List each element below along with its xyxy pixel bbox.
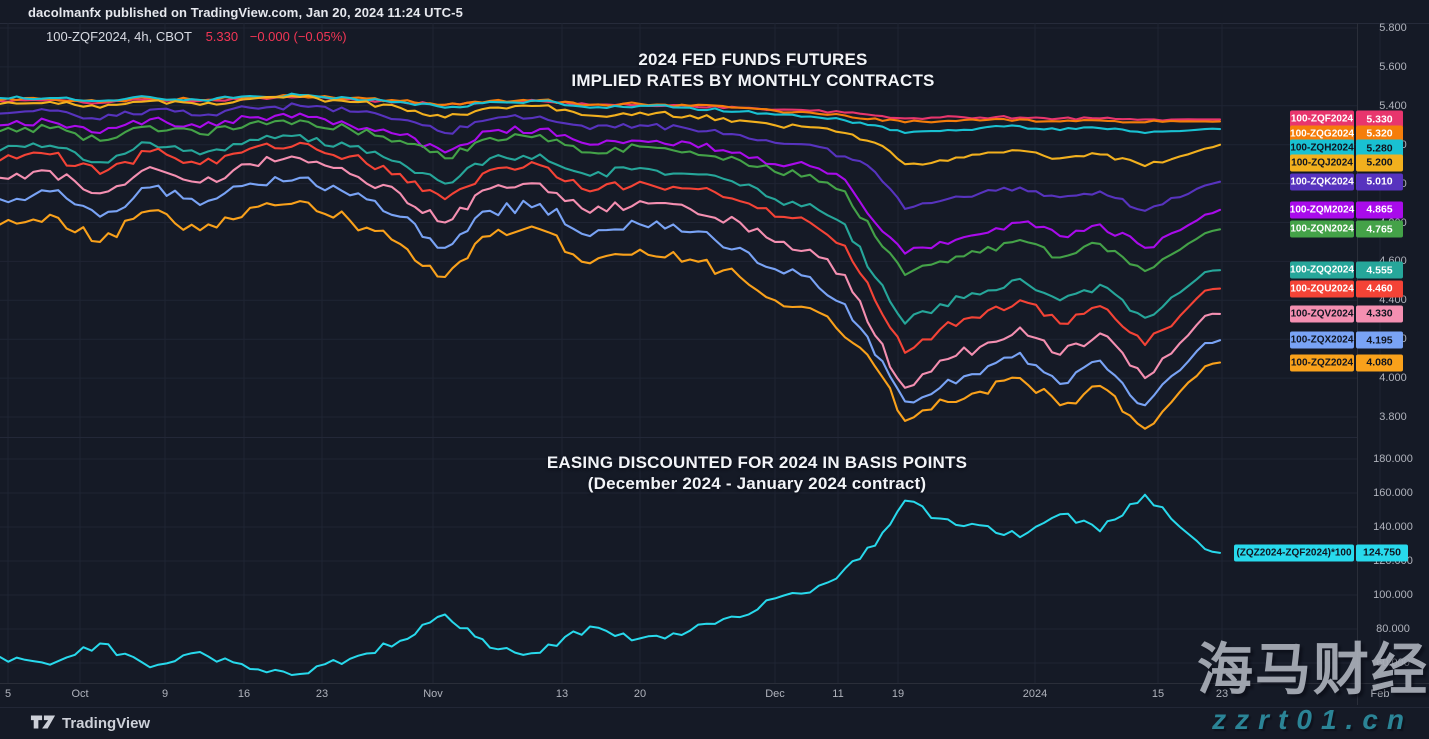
series-line-(ZQZ2024-ZQF2024)*100[interactable] — [0, 493, 1221, 676]
price-pill-value-100-ZQN2024: 4.765 — [1356, 220, 1403, 238]
price-pill-value-100-ZQZ2024: 4.080 — [1356, 354, 1403, 372]
time-tick-label: 11 — [832, 688, 844, 700]
top-panel-title: 2024 FED FUNDS FUTURES IMPLIED RATES BY … — [571, 49, 934, 91]
series-line-100-ZQZ2024[interactable] — [0, 200, 1222, 430]
price-pill-value-100-ZQF2024: 5.330 — [1356, 110, 1403, 128]
price-pill-value-100-ZQU2024: 4.460 — [1356, 280, 1403, 298]
price-pill-name-100-ZQU2024: 100-ZQU2024 — [1290, 280, 1354, 298]
time-tick-label: 20 — [633, 688, 647, 700]
time-tick-label: Oct — [71, 688, 89, 700]
price-pill-name-100-ZQK2024: 100-ZQK2024 — [1290, 173, 1354, 191]
chart-top-border — [0, 23, 1429, 24]
bottom-panel-title: EASING DISCOUNTED FOR 2024 IN BASIS POIN… — [547, 452, 967, 494]
series-line-100-ZQQ2024[interactable] — [0, 133, 1222, 325]
price-pill-name-100-ZQF2024: 100-ZQF2024 — [1290, 110, 1354, 128]
attribution-text: dacolmanfx published on TradingView.com,… — [28, 5, 463, 20]
price-pill-value-100-ZQV2024: 4.330 — [1356, 305, 1403, 323]
price-pill-name-100-ZQQ2024: 100-ZQQ2024 — [1290, 261, 1354, 279]
legend-last-price: 5.330 — [205, 29, 239, 44]
spread-pill-name: (ZQZ2024-ZQF2024)*100 — [1234, 544, 1354, 562]
price-pill-name-100-ZQM2024: 100-ZQM2024 — [1290, 201, 1354, 219]
price-tick-label: 80.000 — [1376, 623, 1410, 635]
legend-symbol[interactable]: 100-ZQF2024, 4h, CBOT — [46, 29, 192, 44]
price-pill-name-100-ZQH2024: 100-ZQH2024 — [1290, 139, 1354, 157]
time-tick-label: Feb — [1370, 688, 1390, 700]
price-pill-name-100-ZQJ2024: 100-ZQJ2024 — [1290, 154, 1354, 172]
price-tick-label: 180.000 — [1373, 453, 1413, 465]
price-pill-value-100-ZQK2024: 5.010 — [1356, 173, 1403, 191]
price-pill-value-100-ZQH2024: 5.280 — [1356, 139, 1403, 157]
time-tick-label: 9 — [161, 688, 169, 700]
price-tick-label: 3.800 — [1379, 411, 1407, 423]
spread-pill-value: 124.750 — [1356, 544, 1408, 562]
series-line-100-ZQK2024[interactable] — [0, 102, 1222, 212]
top-title-line1: 2024 FED FUNDS FUTURES — [638, 50, 868, 69]
time-axis-separator — [0, 683, 1429, 684]
tradingview-brand-text[interactable]: TradingView — [62, 715, 151, 732]
time-tick-label: 13 — [555, 688, 569, 700]
price-pill-name-100-ZQG2024: 100-ZQG2024 — [1290, 125, 1354, 143]
price-pill-value-100-ZQM2024: 4.865 — [1356, 201, 1403, 219]
series-line-100-ZQV2024[interactable] — [0, 155, 1222, 389]
price-pill-value-100-ZQJ2024: 5.200 — [1356, 154, 1403, 172]
time-tick-label: Dec — [765, 688, 785, 700]
price-tick-label: 5.400 — [1379, 99, 1407, 112]
time-tick-label: 23 — [1215, 688, 1229, 700]
price-tick-label: 140.000 — [1373, 521, 1413, 533]
price-pill-name-100-ZQX2024: 100-ZQX2024 — [1290, 331, 1354, 349]
bottom-title-line2: (December 2024 - January 2024 contract) — [587, 474, 927, 493]
watermark-chinese: 海马财经 — [1197, 638, 1429, 701]
price-tick-label: 160.000 — [1373, 487, 1413, 499]
top-title-line2: IMPLIED RATES BY MONTHLY CONTRACTS — [571, 71, 935, 90]
time-tick-label: 16 — [237, 688, 251, 700]
tradingview-logo-icon — [30, 715, 56, 729]
price-pill-name-100-ZQN2024: 100-ZQN2024 — [1290, 220, 1354, 238]
legend-change: −0.000 (−0.05%) — [249, 29, 347, 44]
series-line-100-ZQJ2024[interactable] — [0, 94, 1222, 168]
time-tick-label: 2024 — [1022, 688, 1048, 700]
series-line-100-ZQN2024[interactable] — [0, 119, 1222, 277]
time-tick-label: Nov — [423, 688, 443, 700]
chart-legend[interactable]: 100-ZQF2024, 4h, CBOT 5.330 −0.000 (−0.0… — [46, 29, 347, 44]
footer: TradingView — [0, 708, 1429, 739]
time-tick-label: 5 — [4, 688, 12, 700]
series-line-100-ZQU2024[interactable] — [0, 141, 1222, 354]
series-line-100-ZQX2024[interactable] — [0, 176, 1222, 407]
pane-divider[interactable] — [0, 437, 1357, 438]
bottom-title-line1: EASING DISCOUNTED FOR 2024 IN BASIS POIN… — [546, 453, 968, 472]
price-pill-name-100-ZQZ2024: 100-ZQZ2024 — [1290, 354, 1354, 372]
series-line-100-ZQH2024[interactable] — [0, 92, 1222, 135]
price-pill-value-100-ZQX2024: 4.195 — [1356, 331, 1403, 349]
price-pill-value-100-ZQG2024: 5.320 — [1356, 125, 1403, 143]
watermark-url: zzrt01.cn — [1212, 704, 1413, 735]
time-tick-label: 23 — [315, 688, 329, 700]
time-tick-label: 15 — [1151, 688, 1165, 700]
price-tick-label: 60.000 — [1376, 657, 1410, 669]
price-tick-label: 4.400 — [1379, 294, 1407, 307]
time-tick-label: 19 — [891, 688, 905, 700]
price-tick-label: 5.800 — [1379, 22, 1407, 34]
series-line-100-ZQM2024[interactable] — [0, 112, 1222, 255]
footer-separator — [0, 707, 1429, 708]
price-tick-label: 5.600 — [1379, 60, 1407, 73]
price-pill-value-100-ZQQ2024: 4.555 — [1356, 261, 1403, 279]
price-pill-name-100-ZQV2024: 100-ZQV2024 — [1290, 305, 1354, 323]
price-tick-label: 4.000 — [1379, 372, 1407, 385]
price-tick-label: 100.000 — [1373, 589, 1413, 601]
